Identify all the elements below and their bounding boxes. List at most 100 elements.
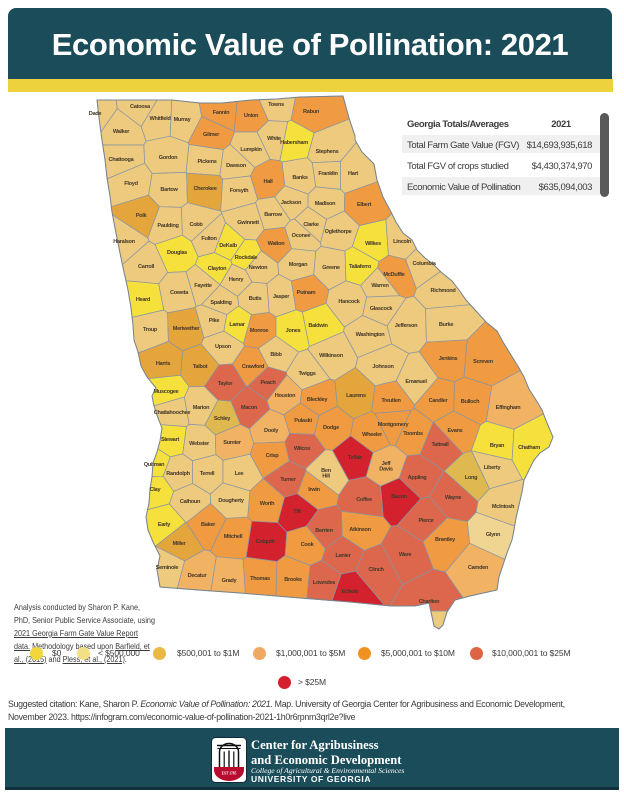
svg-text:Barrow: Barrow xyxy=(264,212,282,218)
svg-text:Treutlen: Treutlen xyxy=(381,398,401,404)
svg-text:Butts: Butts xyxy=(249,296,262,302)
svg-text:Screven: Screven xyxy=(473,359,494,365)
svg-text:Crawford: Crawford xyxy=(242,364,265,370)
svg-text:Terrell: Terrell xyxy=(200,471,215,477)
svg-text:Pierce: Pierce xyxy=(419,518,434,524)
svg-text:Evans: Evans xyxy=(448,428,463,434)
svg-text:Berrien: Berrien xyxy=(315,528,333,534)
svg-text:Pike: Pike xyxy=(209,318,219,324)
svg-text:Tattnall: Tattnall xyxy=(431,442,449,448)
svg-text:Cobb: Cobb xyxy=(189,222,203,228)
svg-text:Brooks: Brooks xyxy=(284,577,302,583)
svg-text:Seminole: Seminole xyxy=(156,565,179,571)
svg-text:Schley: Schley xyxy=(214,416,231,422)
svg-text:Pulaski: Pulaski xyxy=(294,418,312,424)
svg-text:Chattahoochee: Chattahoochee xyxy=(154,410,191,416)
svg-text:Richmond: Richmond xyxy=(431,288,457,294)
svg-text:Lanier: Lanier xyxy=(336,553,352,559)
svg-text:Emanuel: Emanuel xyxy=(405,379,427,385)
svg-text:Lincoln: Lincoln xyxy=(393,239,412,245)
svg-text:Murray: Murray xyxy=(174,117,192,123)
svg-text:Taliaferro: Taliaferro xyxy=(349,264,372,270)
svg-text:Walton: Walton xyxy=(268,241,286,247)
svg-text:Worth: Worth xyxy=(260,501,275,507)
svg-text:Putnam: Putnam xyxy=(297,290,316,296)
svg-text:Wilcox: Wilcox xyxy=(294,446,311,452)
svg-text:Talbot: Talbot xyxy=(193,364,208,370)
svg-text:Mitchell: Mitchell xyxy=(224,534,243,540)
svg-text:Bleckley: Bleckley xyxy=(307,397,328,403)
svg-text:Columbia: Columbia xyxy=(412,261,436,267)
svg-text:Lamar: Lamar xyxy=(229,322,245,328)
svg-text:Coffee: Coffee xyxy=(356,497,372,503)
svg-text:Walker: Walker xyxy=(113,129,130,135)
svg-text:Hancock: Hancock xyxy=(338,299,360,305)
svg-text:Chattooga: Chattooga xyxy=(109,157,135,163)
svg-text:Telfair: Telfair xyxy=(348,455,363,461)
svg-text:Jenkins: Jenkins xyxy=(439,356,458,362)
svg-text:Muscogee: Muscogee xyxy=(154,389,179,395)
svg-text:Elbert: Elbert xyxy=(357,202,371,208)
svg-text:EST 1785: EST 1785 xyxy=(222,772,237,776)
svg-text:Crisp: Crisp xyxy=(266,453,280,459)
svg-text:Heard: Heard xyxy=(136,297,151,303)
svg-text:Jones: Jones xyxy=(286,328,301,334)
svg-text:Turner: Turner xyxy=(280,477,297,483)
svg-text:Cook: Cook xyxy=(301,542,315,548)
svg-text:Washington: Washington xyxy=(356,332,386,338)
svg-text:Paulding: Paulding xyxy=(157,223,179,229)
svg-text:Echols: Echols xyxy=(342,589,359,595)
svg-text:Clayton: Clayton xyxy=(208,266,227,272)
svg-text:Chatham: Chatham xyxy=(518,445,540,451)
svg-text:McDuffie: McDuffie xyxy=(383,272,404,278)
svg-text:Wilkinson: Wilkinson xyxy=(319,353,344,359)
svg-text:Warren: Warren xyxy=(371,283,389,289)
svg-text:Taylor: Taylor xyxy=(218,381,234,387)
svg-text:Bryan: Bryan xyxy=(490,443,505,449)
svg-text:Randolph: Randolph xyxy=(166,471,190,477)
svg-text:Stewart: Stewart xyxy=(161,437,180,443)
svg-text:Twiggs: Twiggs xyxy=(298,371,315,377)
svg-text:Stephens: Stephens xyxy=(316,149,339,155)
svg-text:Hall: Hall xyxy=(263,179,273,185)
svg-text:Lee: Lee xyxy=(235,471,244,477)
svg-text:Gwinnett: Gwinnett xyxy=(237,220,259,226)
svg-text:Glascock: Glascock xyxy=(370,306,394,312)
svg-text:Liberty: Liberty xyxy=(484,465,502,471)
svg-text:Thomas: Thomas xyxy=(250,576,270,582)
svg-text:Rabun: Rabun xyxy=(303,109,320,115)
svg-text:Ben: Ben xyxy=(321,468,332,474)
svg-text:Polk: Polk xyxy=(136,213,148,219)
svg-text:Clay: Clay xyxy=(150,487,162,493)
svg-text:Fannin: Fannin xyxy=(213,110,230,116)
svg-text:Henry: Henry xyxy=(229,277,245,283)
svg-text:Harris: Harris xyxy=(156,361,171,367)
svg-text:Bartow: Bartow xyxy=(160,187,178,193)
svg-text:Burke: Burke xyxy=(439,322,454,328)
svg-text:Haralson: Haralson xyxy=(113,239,135,245)
svg-text:Dodge: Dodge xyxy=(323,425,339,431)
svg-text:Colquitt: Colquitt xyxy=(256,539,275,545)
svg-text:Clinch: Clinch xyxy=(368,567,384,573)
svg-text:Bulloch: Bulloch xyxy=(461,399,480,405)
svg-text:Johnson: Johnson xyxy=(372,364,394,370)
svg-text:Brantley: Brantley xyxy=(435,537,456,543)
svg-text:Grady: Grady xyxy=(222,578,238,584)
svg-text:Davis: Davis xyxy=(379,467,393,473)
svg-text:Gilmer: Gilmer xyxy=(203,132,220,138)
svg-text:Charlton: Charlton xyxy=(419,599,440,605)
svg-text:Wheeler: Wheeler xyxy=(362,432,383,438)
svg-text:Webster: Webster xyxy=(189,441,210,447)
svg-text:Gordon: Gordon xyxy=(159,155,178,161)
svg-text:Pickens: Pickens xyxy=(197,159,216,165)
svg-text:Early: Early xyxy=(158,522,171,528)
svg-text:Jasper: Jasper xyxy=(273,294,290,300)
svg-text:Peach: Peach xyxy=(261,380,277,386)
svg-text:Habersham: Habersham xyxy=(280,140,308,146)
svg-text:Oconee: Oconee xyxy=(292,233,311,239)
svg-text:Franklin: Franklin xyxy=(318,171,338,177)
svg-text:Fayette: Fayette xyxy=(194,283,212,289)
svg-text:Atkinson: Atkinson xyxy=(349,527,371,533)
svg-text:Lowndes: Lowndes xyxy=(313,580,335,586)
svg-text:Calhoun: Calhoun xyxy=(180,499,201,505)
